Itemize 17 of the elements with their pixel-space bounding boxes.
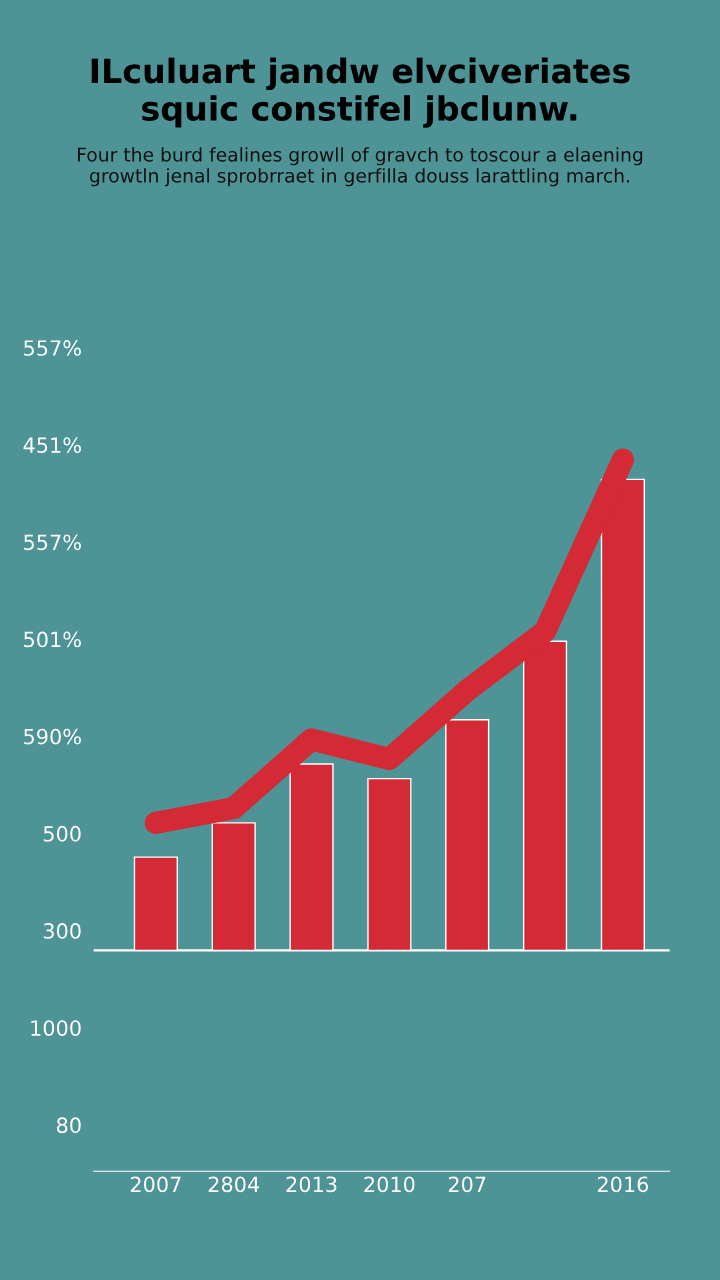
chart-title: ILculuart jandw elvciveriates squic constifel jbclunw. — [91, 57, 630, 128]
x-tick-label: 2804 — [208, 1176, 260, 1193]
text: 557% — [24, 340, 81, 356]
x-tick-label: 2010 — [364, 1176, 415, 1193]
x-tick-label: 2016 — [597, 1176, 649, 1193]
text: 557% — [24, 534, 81, 551]
chart-subtitle: Four the burd fealines growll of gravch to toscour a elaening growtln jenal sprobrraet in gerfilla douss larattling march. — [78, 147, 643, 187]
text: 1000 — [31, 1020, 81, 1036]
x-tick-label: 2007 — [130, 1176, 181, 1193]
x-tick-label: 2013 — [286, 1176, 337, 1193]
text: 451% — [23, 437, 81, 454]
text: 501% — [24, 631, 81, 648]
text: 590% — [24, 728, 81, 745]
text: 500 — [43, 825, 81, 842]
x-tick-label: 207 — [448, 1176, 486, 1193]
text: 300 — [43, 923, 81, 939]
text: 80 — [56, 1117, 81, 1134]
